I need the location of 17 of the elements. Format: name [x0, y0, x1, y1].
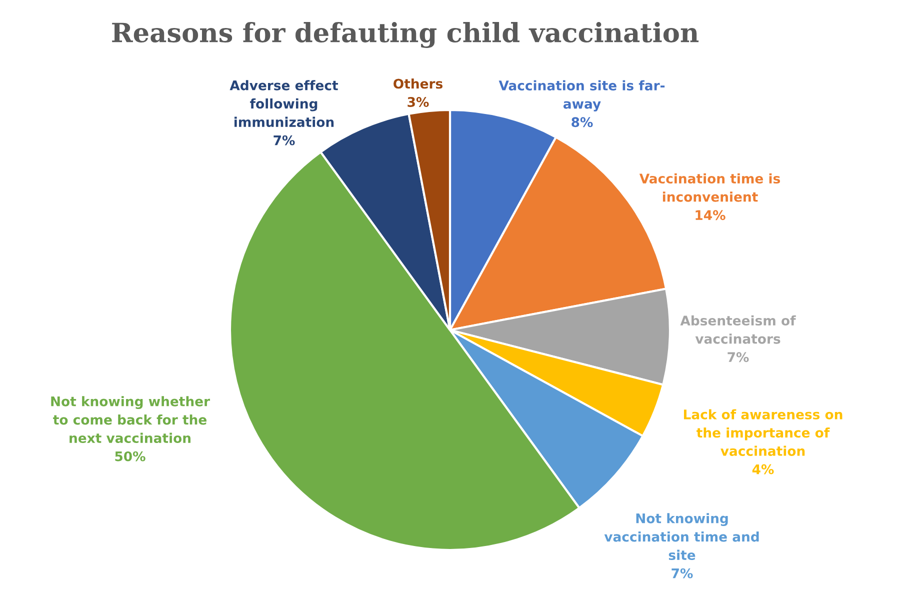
- data-label: 8%: [572, 117, 593, 128]
- slice-label: Lack of awareness on the importance of vaccination: [684, 409, 842, 456]
- chart-title: Reasons for defauting child vaccination: [112, 22, 699, 48]
- data-label: 7%: [274, 135, 295, 146]
- data-label: 7%: [672, 568, 693, 578]
- slice-label: Not knowing whether to come back for the next vaccination: [51, 396, 210, 444]
- slice-label: Others: [394, 78, 442, 89]
- slice-label: Vaccination site is far- away: [498, 80, 665, 112]
- slice-label: Vaccination time is inconvenient: [639, 173, 780, 202]
- data-label: 4%: [752, 464, 774, 474]
- data-label: 7%: [728, 352, 749, 362]
- data-label: 14%: [696, 210, 726, 220]
- data-label: 3%: [408, 96, 429, 107]
- slice-label: Not knowing vaccination time and site: [604, 513, 759, 560]
- slice-label: Absenteeism of vaccinators: [680, 315, 796, 344]
- slice-label: Adverse effect following immunization: [230, 80, 338, 128]
- data-label: 50%: [115, 451, 146, 462]
